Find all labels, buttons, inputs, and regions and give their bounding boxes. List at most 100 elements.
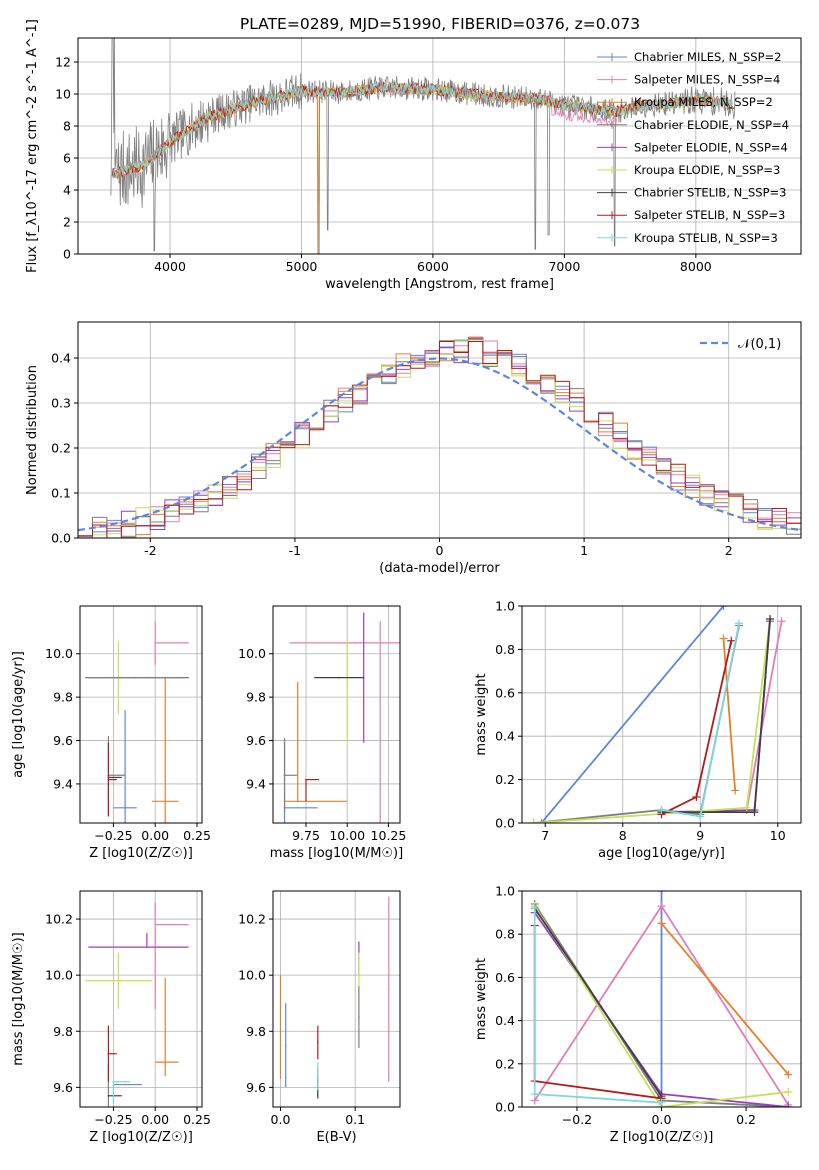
error-bar-point [314,676,364,679]
data-point [387,988,390,990]
mass-weight-series [537,606,728,823]
error-bar-point [283,738,298,813]
y-axis-label: mass weight [474,958,489,1040]
series-line [660,922,789,1076]
y-tick-label: 0.6 [495,970,515,985]
series-marker [657,919,666,928]
axes-frame [521,605,802,824]
error-bar-point [85,952,152,1009]
y-tick-label: 0.0 [495,1100,515,1115]
y-axis-label: age [log10(age/yr)] [11,651,26,778]
data-point [317,1041,319,1044]
series-marker [727,636,736,645]
series-marker [777,617,786,626]
y-tick-label: 9.4 [246,776,266,791]
x-tick-label: 10 [770,828,786,843]
y-tick-label: 0.8 [495,642,515,657]
data-point [124,807,126,809]
data-point [317,1075,319,1077]
data-point [305,778,307,781]
y-tick-label: 10.2 [238,912,266,927]
series-marker [657,902,666,911]
series-marker [530,904,539,913]
series-line [540,606,725,823]
y-tick-label: 0.8 [495,927,515,942]
plot-area [529,606,786,823]
x-tick-label: 0 [436,543,444,558]
y-tick-label: 2 [63,215,71,230]
x-tick-label: 0.0 [652,1112,672,1127]
series-line [661,621,771,813]
series-marker [784,1070,793,1079]
y-tick-label: 10.0 [238,646,266,661]
x-axis-label: Z [log10(Z/Z☉)] [89,846,193,861]
x-tick-label: −0.25 [94,1112,132,1127]
legend: 𝒩(0,1) [700,337,781,352]
y-axis-label: mass [log10(M/M☉)] [11,932,26,1065]
y-tick-label: 0.4 [495,1013,515,1028]
grid [273,606,400,823]
data-point [112,1080,115,1083]
series-marker [731,786,740,795]
y-tick-label: 9.4 [53,776,73,791]
y-tick-label: 0.2 [495,1056,515,1071]
series-marker [530,1090,539,1099]
error-bar-point [317,1062,319,1091]
series-marker [719,634,728,643]
axes-frame [272,890,401,1108]
series-marker [742,803,751,812]
legend-entry: Chabrier MILES, N_SSP=2 [634,50,781,64]
error-bar-point [107,742,117,817]
error-bar-point [284,681,348,803]
data-point [279,1030,282,1033]
plot-area [530,891,793,1107]
x-tick-label: 0.00 [141,1112,169,1127]
x-tick-label: 7 [541,828,549,843]
y-tick-label: 0.6 [495,685,515,700]
data-point [117,979,120,982]
x-axis-label: mass [log10(M/M☉)] [270,846,403,861]
data-point [154,923,157,926]
y-tick-label: 0.4 [495,729,515,744]
data-point [154,642,157,644]
x-tick-label: 1 [580,543,588,558]
error-bar-point [358,986,360,1049]
error-bar-point [107,1094,122,1097]
error-bar-point [284,1003,287,1088]
x-tick-label: 0.25 [183,1112,211,1127]
error-bar-point [107,736,126,815]
y-tick-label: 9.6 [53,1080,73,1095]
x-tick-label: -2 [144,543,156,558]
error-bar-point [107,776,122,779]
x-tick-label: 0.2 [736,1112,756,1127]
normal-curve [78,357,799,532]
plot-area [85,902,189,1107]
y-tick-label: 9.6 [246,1080,266,1095]
data-point [379,815,382,818]
legend-entry: Kroupa ELODIE, N_SSP=3 [634,163,780,177]
age-vs-metallicity-panel: −0.25 0.00 0.25 9.4 9.6 9.8 10.0 Z [log10(Z/Z☉)… [11,605,211,861]
x-tick-label: 5000 [286,259,318,274]
y-tick-label: 0 [63,247,71,262]
error-bar-point [85,676,186,679]
mass-weight-series [657,615,774,817]
plot-area [283,612,400,823]
mass-weight-series [530,904,666,1107]
legend-entry: Salpeter MILES, N_SSP=4 [634,73,780,87]
legend-entry: Salpeter ELODIE, N_SSP=4 [634,140,788,154]
y-axis-label: Flux [f_λ10^-17 erg cm^-2 s^-1 A^-1] [25,19,40,273]
x-tick-label: 0.25 [183,828,211,843]
legend-entry: Kroupa STELIB, N_SSP=3 [634,231,778,245]
error-bar-point [112,1080,131,1105]
y-tick-label: 9.8 [246,690,266,705]
data-point [164,1061,167,1063]
y-tick-label: 9.8 [53,1024,73,1039]
series-marker [784,1087,793,1096]
data-point [107,778,110,781]
y-tick-label: 9.8 [246,1024,266,1039]
data-point [124,1083,126,1086]
series-marker [735,619,743,628]
series-marker [766,615,774,624]
mass-vs-metallicity-panel: −0.25 0.00 0.25 9.6 9.8 10.0 10.2 Z [log10(Z/Z☉… [11,890,211,1145]
data-point [134,676,136,679]
